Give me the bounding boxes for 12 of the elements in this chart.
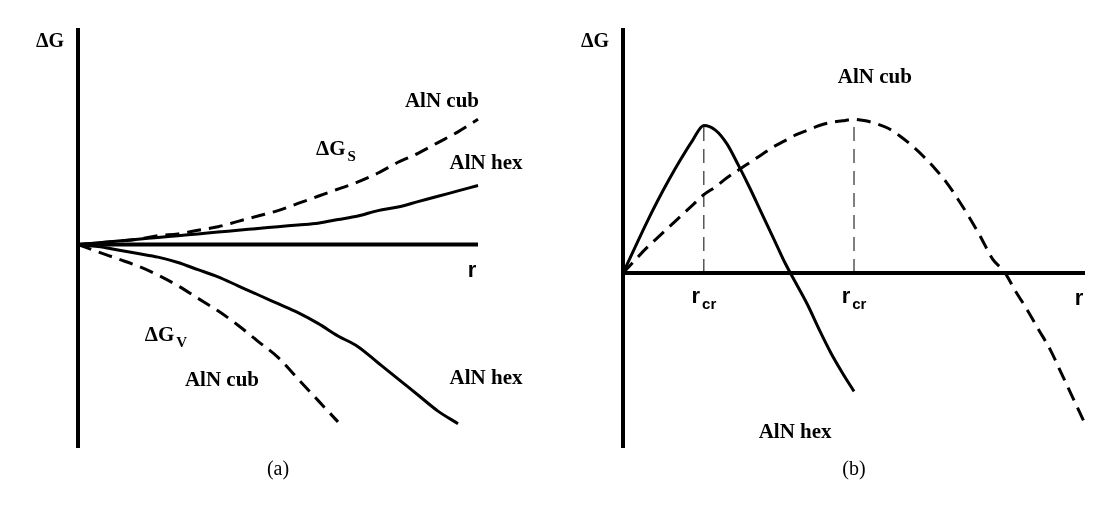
text: (b) — [842, 457, 866, 481]
y-axis-title: ΔG — [35, 29, 65, 52]
series-label: AlN hex — [449, 365, 523, 390]
series-label: AlN hex — [758, 419, 833, 444]
x-axis-title: r — [1074, 285, 1084, 311]
series-label: AlN hex — [449, 150, 523, 175]
series-label: AlN cub — [184, 367, 260, 392]
series-label: AlN cub — [404, 87, 480, 112]
series-label: AlN cub — [837, 64, 912, 89]
text: (a) — [266, 457, 290, 481]
x-axis-title: r — [467, 256, 477, 282]
y-axis-title: ΔG — [580, 29, 610, 52]
